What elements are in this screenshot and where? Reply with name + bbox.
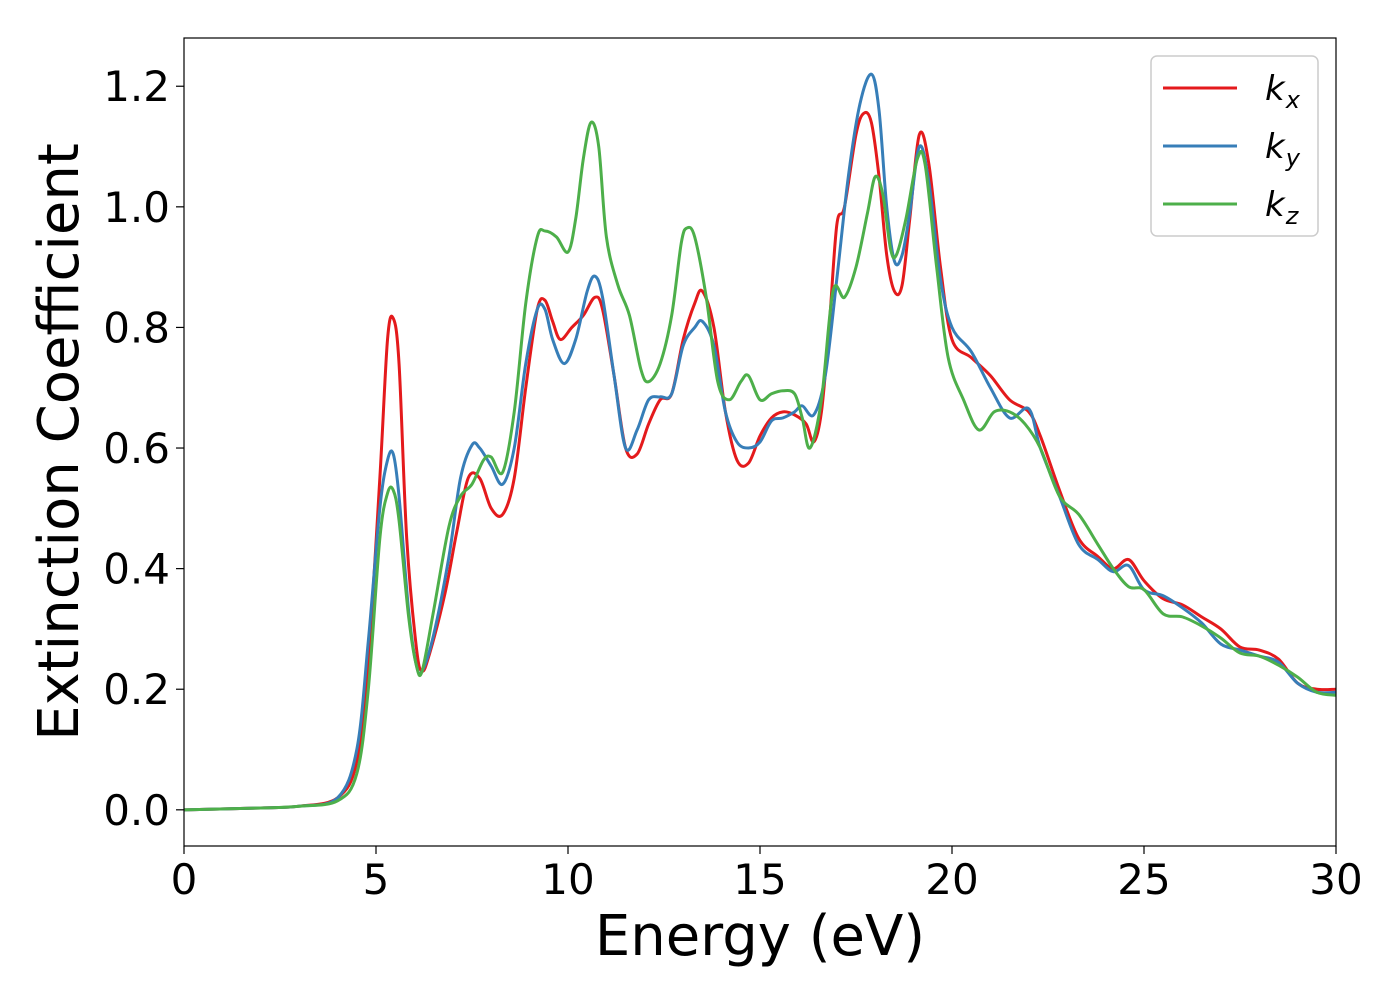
legend-entry-subscript: y: [1285, 144, 1301, 172]
legend-entry-label: kx: [1265, 69, 1301, 114]
legend-entry-label: ky: [1265, 127, 1301, 172]
y-tick-label: 1.2: [103, 62, 170, 111]
series-line-ky: [184, 72, 1336, 812]
x-axis-label: Energy (eV): [595, 904, 925, 969]
y-tick-label: 0.6: [103, 424, 170, 473]
y-tick-label: 1.0: [103, 183, 170, 232]
legend-entry-subscript: z: [1285, 202, 1300, 230]
legend-entry-name: k: [1265, 185, 1286, 225]
x-tick-label: 5: [363, 855, 390, 904]
x-tick-label: 15: [733, 855, 786, 904]
series-line-kz: [184, 120, 1336, 812]
legend-entry-name: k: [1265, 127, 1286, 167]
x-tick-label: 30: [1309, 855, 1362, 904]
legend-entry-label: kz: [1265, 185, 1300, 230]
y-tick-label: 0.4: [103, 545, 170, 594]
y-axis-label: Extinction Coefficient: [27, 143, 92, 741]
x-tick-label: 0: [171, 855, 198, 904]
legend-entry-subscript: x: [1285, 86, 1301, 114]
y-tick-label: 0.8: [103, 303, 170, 352]
y-tick-label: 0.2: [103, 665, 170, 714]
legend-entry-name: k: [1265, 69, 1286, 109]
series-layer: [184, 72, 1336, 812]
y-tick-label: 0.0: [103, 786, 170, 835]
x-tick-label: 25: [1117, 855, 1170, 904]
x-tick-label: 20: [925, 855, 978, 904]
x-tick-label: 10: [541, 855, 594, 904]
ticks-layer: 0 5 10 15 20 25 30 0.0 0.2 0.4 0.6 0.8 1.0 1.2: [103, 62, 1363, 904]
